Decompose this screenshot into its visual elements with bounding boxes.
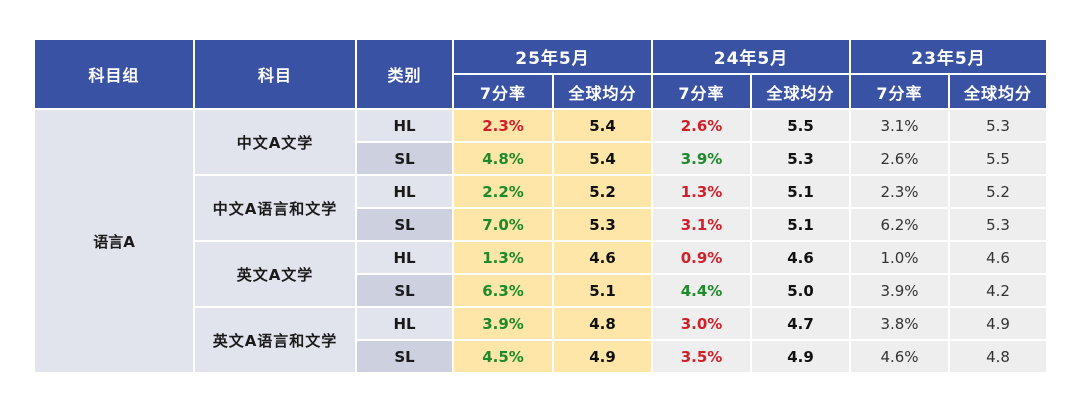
level-cell: HL [355,306,454,341]
rate-7-2025-cell: 6.3% [452,273,554,308]
global-avg-2025-cell: 5.4 [552,141,653,176]
global-avg-2024-cell: 5.0 [750,273,851,308]
rate-7-2024-cell: 3.9% [651,141,752,176]
global-avg-2024-cell: 5.5 [750,108,851,143]
level-cell: SL [355,141,454,176]
global-avg-2023-cell: 5.2 [948,174,1048,209]
rate-7-2025-cell: 3.9% [452,306,554,341]
global-avg-2025-cell: 4.6 [552,240,653,275]
level-cell: SL [355,273,454,308]
rate-7-2023-cell: 1.0% [849,240,950,275]
global-avg-2024-cell: 4.9 [750,339,851,374]
global-avg-2023-cell: 4.6 [948,240,1048,275]
global-avg-2024-cell: 5.1 [750,207,851,242]
header-period-2024: 24年5月 [651,38,851,75]
rate-7-2025-cell: 7.0% [452,207,554,242]
header-period-2023: 23年5月 [849,38,1048,75]
header-7-rate-2024: 7分率 [651,73,752,110]
header-subject: 科目 [193,38,357,110]
subject-cell: 英文A文学 [193,240,357,308]
global-avg-2023-cell: 4.9 [948,306,1048,341]
global-avg-2025-cell: 4.8 [552,306,653,341]
rate-7-2025-cell: 2.3% [452,108,554,143]
rate-7-2023-cell: 3.1% [849,108,950,143]
subject-cell: 英文A语言和文学 [193,306,357,374]
header-period-2025: 25年5月 [452,38,653,75]
rate-7-2023-cell: 2.3% [849,174,950,209]
subject-cell: 中文A语言和文学 [193,174,357,242]
rate-7-2024-cell: 2.6% [651,108,752,143]
rate-7-2025-cell: 4.5% [452,339,554,374]
rate-7-2024-cell: 3.0% [651,306,752,341]
subject-cell: 中文A文学 [193,108,357,176]
rate-7-2025-cell: 2.2% [452,174,554,209]
global-avg-2025-cell: 5.2 [552,174,653,209]
level-cell: SL [355,339,454,374]
rate-7-2023-cell: 2.6% [849,141,950,176]
global-avg-2025-cell: 5.4 [552,108,653,143]
global-avg-2025-cell: 5.1 [552,273,653,308]
global-avg-2024-cell: 5.1 [750,174,851,209]
global-avg-2023-cell: 4.8 [948,339,1048,374]
rate-7-2024-cell: 3.5% [651,339,752,374]
rate-7-2024-cell: 1.3% [651,174,752,209]
global-avg-2023-cell: 5.5 [948,141,1048,176]
global-avg-2024-cell: 4.7 [750,306,851,341]
global-avg-2023-cell: 4.2 [948,273,1048,308]
global-avg-2024-cell: 4.6 [750,240,851,275]
table-row: SL 7.0% 5.3 3.1% 5.1 6.2% 5.3 [34,207,1048,242]
rate-7-2023-cell: 4.6% [849,339,950,374]
header-global-avg-2024: 全球均分 [750,73,851,110]
rate-7-2024-cell: 0.9% [651,240,752,275]
rate-7-2025-cell: 1.3% [452,240,554,275]
header-global-avg-2025: 全球均分 [552,73,653,110]
header-group: 科目组 [33,38,195,110]
level-cell: HL [355,240,454,275]
level-cell: HL [355,108,454,143]
level-cell: HL [355,174,454,209]
global-avg-2025-cell: 5.3 [552,207,653,242]
table-row: 英文A文学 HL 1.3% 4.6 0.9% 4.6 1.0% 4.6 [34,240,1048,308]
table-row: 语言A 中文A文学 HL 2.3% 5.4 2.6% 5.5 3.1% 5.3 [33,108,1048,374]
header-7-rate-2025: 7分率 [452,73,554,110]
table-row: SL 4.8% 5.4 3.9% 5.3 2.6% 5.5 [34,141,1048,176]
global-avg-2025-cell: 4.9 [552,339,653,374]
table-row: 英文A语言和文学 HL 3.9% 4.8 3.0% 4.7 3.8% 4.9 [34,306,1048,374]
header-level: 类别 [355,38,454,110]
rate-7-2023-cell: 3.9% [849,273,950,308]
group-cell: 语言A [33,108,195,374]
global-avg-2024-cell: 5.3 [750,141,851,176]
global-avg-2023-cell: 5.3 [948,108,1048,143]
global-avg-2023-cell: 5.3 [948,207,1048,242]
rate-7-2024-cell: 3.1% [651,207,752,242]
rate-7-2023-cell: 6.2% [849,207,950,242]
rate-7-2025-cell: 4.8% [452,141,554,176]
rate-7-2023-cell: 3.8% [849,306,950,341]
header-global-avg-2023: 全球均分 [948,73,1048,110]
rate-7-2024-cell: 4.4% [651,273,752,308]
ib-score-table: 科目组 科目 类别 25年5月 24年5月 23年5月 7分率 全球均分 7分率… [33,38,1048,374]
level-cell: SL [355,207,454,242]
table-row: 中文A语言和文学 HL 2.2% 5.2 1.3% 5.1 2.3% 5.2 [34,174,1048,242]
table-row: SL 6.3% 5.1 4.4% 5.0 3.9% 4.2 [34,273,1048,308]
table-row: SL 4.5% 4.9 3.5% 4.9 4.6% 4.8 [34,339,1048,374]
header-7-rate-2023: 7分率 [849,73,950,110]
